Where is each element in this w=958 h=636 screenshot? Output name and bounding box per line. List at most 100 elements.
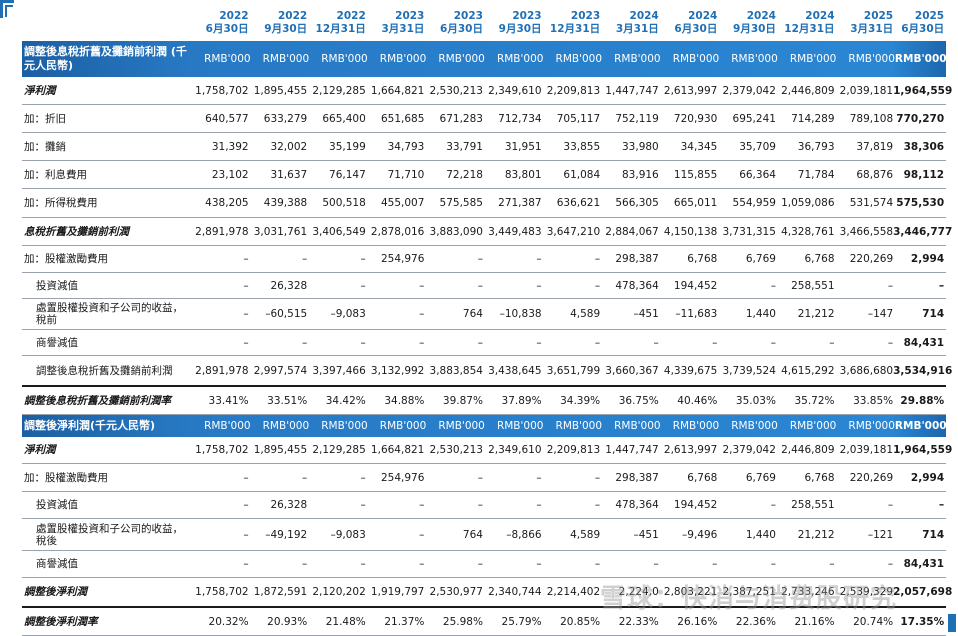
value-cell: 84,431 xyxy=(903,336,945,349)
row-label: 加：折旧 xyxy=(24,112,66,125)
value-cell: 705,117 xyxy=(556,112,601,125)
column-date: 6月30日 xyxy=(205,23,249,35)
value-cell: 3,883,090 xyxy=(429,225,483,238)
column-date: 3月31日 xyxy=(615,23,659,35)
value-cell: 2,120,202 xyxy=(312,586,366,598)
value-cell: 40.46% xyxy=(677,394,718,407)
value-cell: 2,803,221 xyxy=(663,586,718,598)
column-header: 2022 12月31日 xyxy=(307,10,366,41)
value-cell: 6,768 xyxy=(804,471,835,484)
value-cell: – xyxy=(770,279,776,292)
value-cell: – xyxy=(243,336,249,349)
value-cell: – xyxy=(770,336,776,349)
unit-cell: RMB'000 xyxy=(321,420,368,432)
value-cell: 3,660,367 xyxy=(605,364,659,377)
value-cell: 575,585 xyxy=(439,197,483,209)
value-cell: 2,340,744 xyxy=(488,586,542,598)
value-cell: – xyxy=(419,528,425,541)
value-cell: 38,306 xyxy=(903,140,945,153)
watermark: 雪球：快消与消费股研究 xyxy=(600,584,898,614)
column-date: 3月31日 xyxy=(381,23,425,35)
value-cell: 651,685 xyxy=(380,112,425,125)
column-header: 2022 6月30日 xyxy=(190,10,249,41)
column-year: 2025 xyxy=(863,10,894,22)
table-row: 加：股權激勵費用 – – – 254,976 – – – 298,387 6,768 6,769 6,… xyxy=(22,246,946,273)
value-cell: 575,530 xyxy=(896,197,945,209)
value-cell: 1,964,559 xyxy=(893,444,953,456)
value-cell: 2,539,329 xyxy=(839,586,894,598)
value-cell: – xyxy=(887,279,894,292)
unit-cell: RMB'000 xyxy=(731,53,778,65)
value-cell: 25.98% xyxy=(442,615,483,628)
value-cell: 21.37% xyxy=(384,615,425,628)
column-date: 12月31日 xyxy=(549,23,601,35)
unit-cell: RMB'000 xyxy=(614,53,661,65)
section-body-adjusted-net-profit: 淨利潤 1,758,702 1,895,455 2,129,285 1,664,821 2… xyxy=(22,437,953,636)
value-cell: 32,002 xyxy=(270,140,308,153)
value-cell: 2,387,251 xyxy=(722,586,776,598)
value-cell: 3,739,524 xyxy=(722,364,776,377)
value-cell: –147 xyxy=(867,308,894,320)
unit-cell: RMB'000 xyxy=(262,420,310,432)
value-cell: 1,919,797 xyxy=(370,586,425,598)
value-cell: 220,269 xyxy=(849,253,894,265)
unit-cell: RMB'000 xyxy=(321,53,368,65)
row-label: 商譽減值 xyxy=(36,336,78,349)
value-cell: 3,132,992 xyxy=(370,364,425,377)
column-header: 2024 9月30日 xyxy=(717,10,776,41)
unit-cell: RMB'000 xyxy=(894,53,947,65)
value-cell: 4,615,292 xyxy=(781,364,835,377)
value-cell: 4,150,138 xyxy=(663,225,718,238)
value-cell: 714,289 xyxy=(791,112,835,125)
value-cell: 254,976 xyxy=(380,253,425,265)
section-header-adjusted-net-profit: 調整後淨利潤(千元人民幣) RMB'000 RMB'000 RMB'000 RMB'0… xyxy=(22,415,947,437)
row-label: 加：所得稅費用 xyxy=(24,197,98,209)
column-year: 2024 xyxy=(746,10,776,22)
value-cell: 770,270 xyxy=(896,112,945,125)
value-cell: 455,007 xyxy=(380,197,425,209)
value-cell: 33.41% xyxy=(208,394,249,407)
row-label: 加：股權激勵費用 xyxy=(24,471,108,484)
value-cell: 2,446,809 xyxy=(781,84,835,97)
value-cell: 665,011 xyxy=(673,197,718,209)
value-cell: 35.72% xyxy=(794,394,835,407)
value-cell: 1,964,559 xyxy=(893,84,953,97)
column-date: 12月31日 xyxy=(315,23,366,35)
value-cell: 3,883,854 xyxy=(429,364,483,377)
value-cell: 695,241 xyxy=(732,112,776,125)
value-cell: 72,218 xyxy=(446,168,483,181)
value-cell: 31,951 xyxy=(504,140,542,153)
unit-cell: RMB'000 xyxy=(672,420,720,432)
value-cell: 37,819 xyxy=(856,140,894,153)
value-cell: 3,651,799 xyxy=(546,364,601,377)
value-cell: 33,980 xyxy=(622,140,659,153)
unit-cell: RMB'000 xyxy=(731,420,778,432)
value-cell: 1,758,702 xyxy=(195,586,249,598)
value-cell: 1,664,821 xyxy=(370,444,425,456)
value-cell: –9,083 xyxy=(330,308,366,320)
value-cell: 84,431 xyxy=(903,558,945,570)
table-row: 處置股權投資和子公司的收益，稅前 – –60,515 –9,083 – 764 –10,83… xyxy=(22,299,946,330)
value-cell: 34.88% xyxy=(384,394,425,407)
value-cell: 20.32% xyxy=(208,615,249,628)
unit-cell: RMB'000 xyxy=(672,53,720,65)
column-header: 2024 12月31日 xyxy=(776,10,834,41)
value-cell: 2,530,213 xyxy=(429,444,483,456)
value-cell: 2,214,402 xyxy=(546,586,601,598)
value-cell: 3,397,466 xyxy=(312,364,366,377)
value-cell: – xyxy=(594,279,601,292)
value-cell: 6,768 xyxy=(804,253,835,265)
value-cell: 2,224,0 xyxy=(618,586,659,598)
column-header-row: 2022 6月30日 2022 9月30日 2022 12月31日 2023 3月31日 202… xyxy=(22,10,946,41)
value-cell: 636,621 xyxy=(556,197,601,209)
table-row: 息稅折舊及攤銷前利潤 2,891,978 3,031,761 3,406,549 2,8… xyxy=(22,218,952,246)
value-cell: –9,083 xyxy=(330,528,366,541)
value-cell: – xyxy=(243,558,249,570)
column-header: 2024 3月31日 xyxy=(600,10,659,41)
value-cell: 789,108 xyxy=(849,112,894,125)
value-cell: – xyxy=(477,336,483,349)
column-year: 2023 xyxy=(395,10,425,22)
value-cell: 26,328 xyxy=(270,279,308,292)
value-cell: 438,205 xyxy=(205,197,249,209)
value-cell: – xyxy=(938,279,945,292)
